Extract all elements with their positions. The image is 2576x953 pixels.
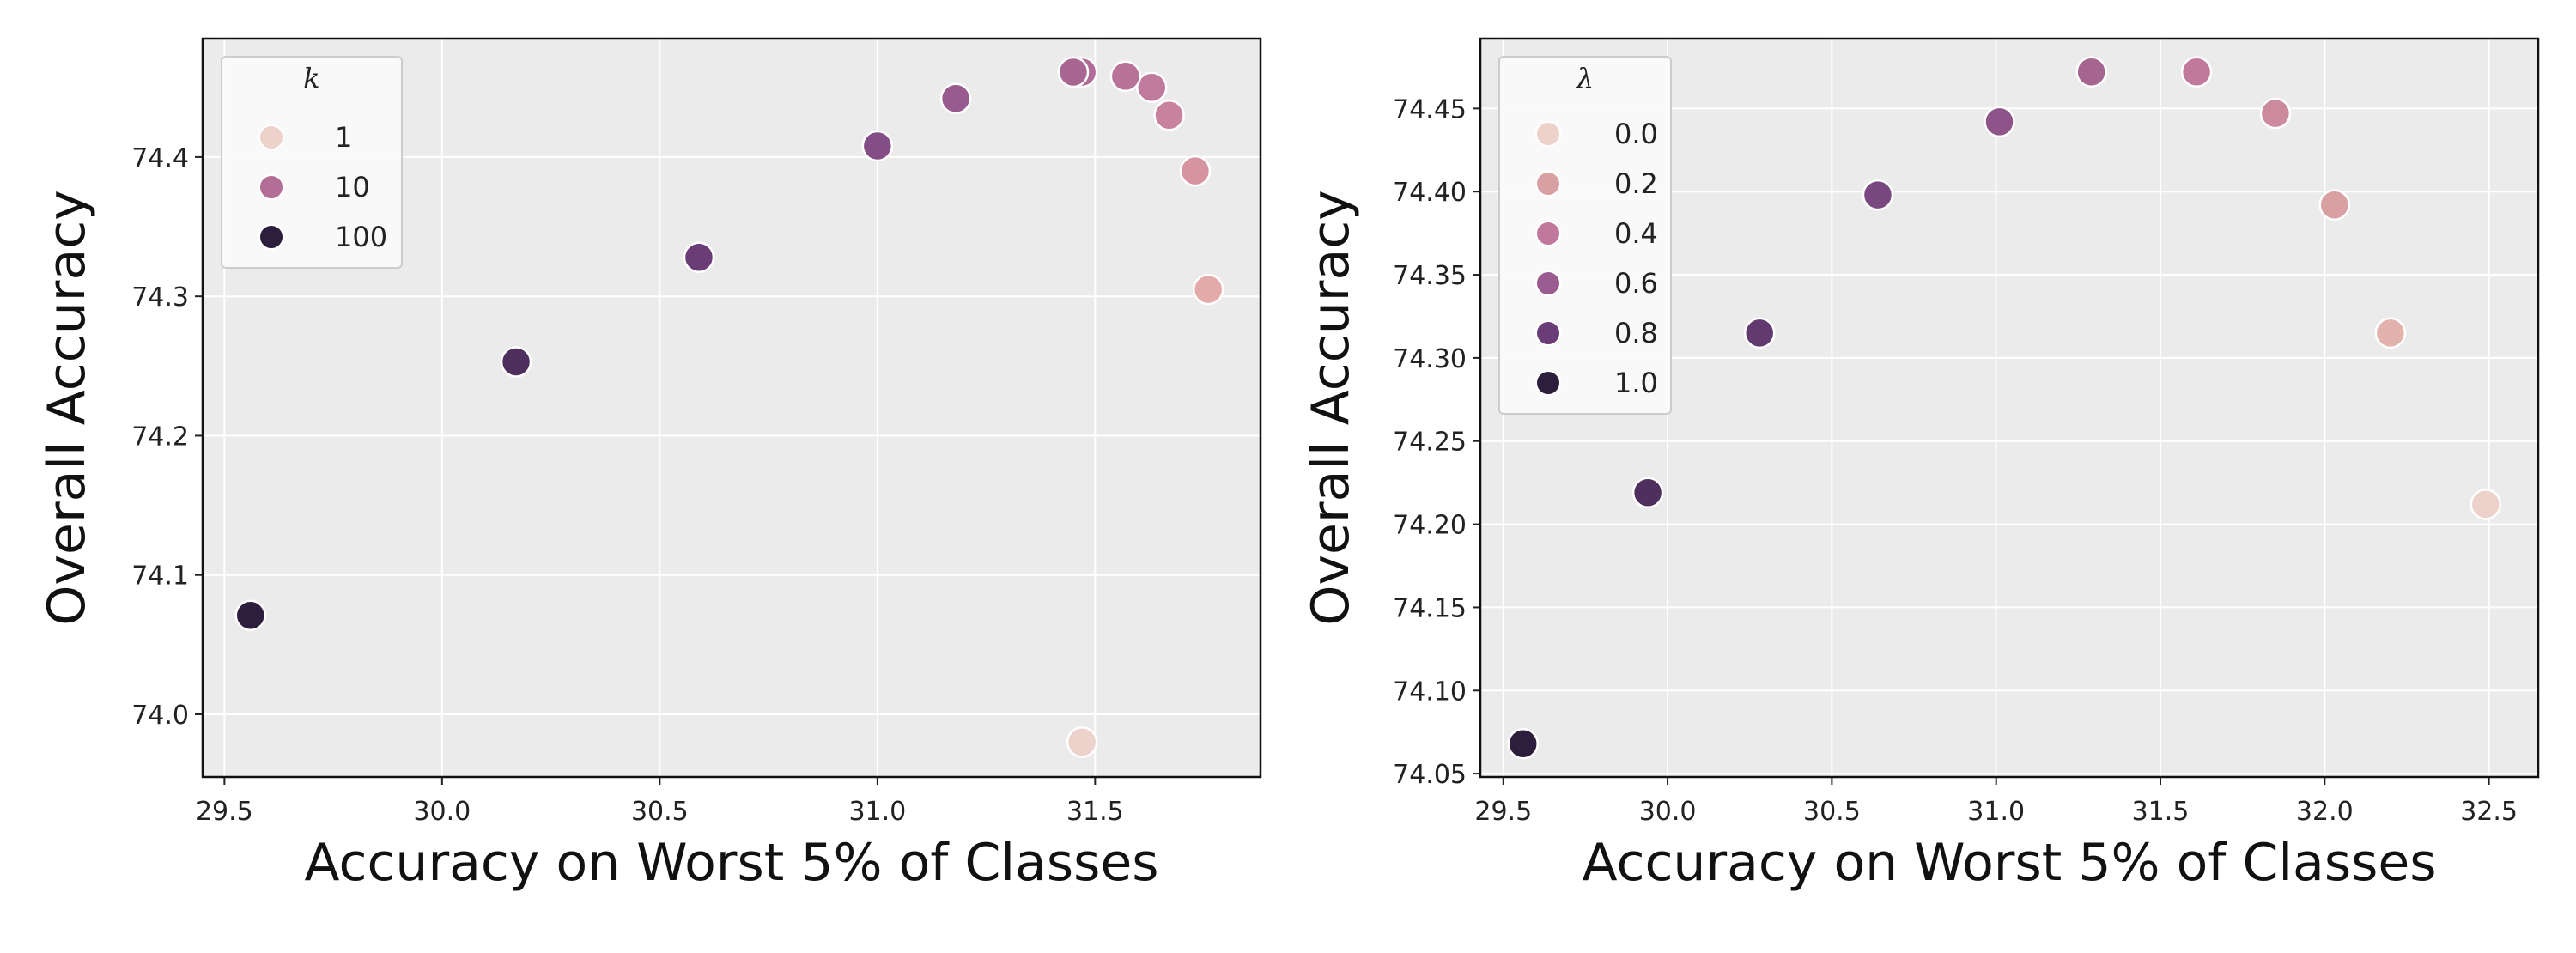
scatter-point [861, 130, 894, 162]
scatter-point [1743, 317, 1776, 349]
scatter-point [1109, 60, 1142, 93]
legend-marker [258, 124, 284, 150]
legend-entry-label: 0.2 [1614, 167, 1658, 200]
y-tick-label: 74.35 [1393, 261, 1467, 291]
x-tick-label: 31.0 [1967, 797, 2025, 827]
y-tick-label: 74.30 [1393, 344, 1467, 374]
y-tick-label: 74.4 [131, 143, 189, 173]
scatter-point [2075, 56, 2107, 88]
legend-title: λ [1575, 62, 1594, 94]
legend-entry-label: 0.6 [1614, 267, 1658, 300]
x-tick-label: 32.0 [2296, 797, 2354, 827]
legend-marker [258, 224, 284, 250]
x-tick-label: 30.0 [1639, 797, 1697, 827]
scatter-point [2374, 317, 2407, 349]
legend-marker [1535, 270, 1561, 296]
y-tick-label: 74.40 [1393, 178, 1467, 208]
scatter-point [2470, 489, 2502, 520]
x-axis-label: Accuracy on Worst 5% of Classes [1582, 833, 2436, 893]
scatter-point [1153, 99, 1185, 131]
legend-marker [1535, 121, 1561, 147]
scatter-point [234, 599, 267, 632]
axes-frame [201, 37, 1262, 779]
legend-entry-label: 0.4 [1614, 217, 1658, 250]
y-tick-label: 74.15 [1393, 593, 1467, 623]
scatter-point [1984, 106, 2015, 138]
x-tick-label: 29.5 [196, 797, 253, 827]
legend-marker [1535, 171, 1561, 197]
scatter-point [1192, 273, 1224, 306]
legend-marker [258, 174, 284, 200]
axes-frame [1479, 37, 2540, 779]
x-tick-label: 31.0 [848, 797, 906, 827]
y-tick-label: 74.20 [1393, 511, 1467, 541]
scatter-point [1862, 179, 1894, 211]
y-tick-label: 74.1 [131, 561, 189, 592]
scatter-point [1136, 71, 1168, 104]
scatter-point [939, 82, 972, 115]
x-tick-label: 29.5 [1474, 797, 1532, 827]
x-tick-label: 31.5 [1066, 797, 1124, 827]
legend-entry-label: 10 [335, 171, 370, 203]
x-tick-label: 32.5 [2460, 797, 2518, 827]
y-tick-label: 74.3 [131, 282, 189, 313]
y-tick-label: 74.0 [131, 701, 189, 731]
legend-marker [1535, 370, 1561, 396]
legend-entry-label: 1 [335, 121, 352, 154]
x-tick-label: 31.5 [2132, 797, 2190, 827]
scatter-point [2180, 56, 2213, 88]
legend-marker [1535, 320, 1561, 346]
x-tick-label: 30.5 [631, 797, 689, 827]
scatter-point [500, 346, 532, 378]
legend-box [221, 56, 403, 269]
scatter-point [2318, 189, 2351, 221]
y-tick-label: 74.25 [1393, 428, 1467, 458]
right-scatter-panel: 29.5 30.0 30.5 31.0 31.5 32.0 32.5 74.05 74.10 74… [1301, 37, 2540, 893]
scatter-point [2259, 97, 2292, 130]
y-tick-label: 74.45 [1393, 94, 1467, 124]
x-tick-label: 30.0 [413, 797, 471, 827]
x-axis-label: Accuracy on Worst 5% of Classes [304, 833, 1158, 893]
legend-entry-label: 0.8 [1614, 317, 1658, 349]
legend-marker [1535, 221, 1561, 246]
legend-title: k [303, 62, 319, 94]
y-axis-label: Overall Accuracy [1301, 190, 1361, 625]
legend-entry-label: 0.0 [1614, 118, 1658, 150]
y-tick-label: 74.05 [1393, 760, 1467, 790]
y-tick-label: 74.10 [1393, 677, 1467, 707]
x-tick-label: 30.5 [1803, 797, 1861, 827]
y-tick-label: 74.2 [131, 422, 189, 452]
scatter-point [1066, 726, 1098, 758]
legend-entry-label: 1.0 [1614, 367, 1658, 399]
scatter-point [683, 241, 715, 274]
scatter-point [1179, 155, 1212, 187]
left-scatter-panel: 29.5 30.0 30.5 31.0 31.5 74.0 74.1 74.2 74.3 74.4… [37, 37, 1262, 893]
scatter-point [1057, 56, 1090, 88]
scatter-point [1631, 476, 1664, 509]
y-axis-label: Overall Accuracy [37, 190, 97, 625]
scatter-point [1507, 728, 1539, 760]
legend-entry-label: 100 [335, 221, 387, 253]
